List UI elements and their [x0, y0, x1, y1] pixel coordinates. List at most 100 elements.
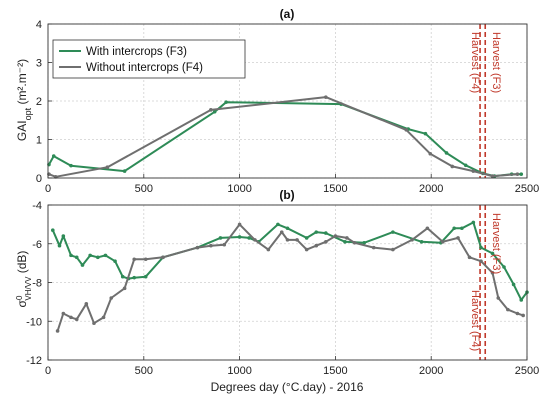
x-tick-label: 2500	[515, 183, 539, 195]
data-point-f4	[122, 286, 127, 291]
data-point-f4	[92, 321, 96, 325]
x-tick-label: 1000	[227, 365, 251, 377]
data-point-f3	[314, 230, 319, 234]
data-point-f3	[74, 255, 79, 260]
data-point-f4	[428, 151, 433, 156]
data-point-f3	[224, 100, 228, 104]
data-point-f4	[471, 169, 476, 173]
x-tick-label: 0	[45, 183, 51, 195]
panel-b-title: (b)	[279, 188, 294, 202]
data-point-f3	[132, 275, 137, 280]
data-point-f3	[471, 220, 476, 225]
plot-frame	[47, 204, 528, 361]
data-point-f3	[57, 243, 62, 248]
y-tick-label: 4	[36, 19, 42, 31]
x-tick-label: 2000	[419, 183, 443, 195]
data-point-f4	[84, 302, 89, 306]
data-point-f4	[266, 247, 271, 252]
data-point-f4	[410, 238, 414, 242]
data-point-f3	[419, 240, 424, 244]
data-point-f3	[103, 253, 108, 258]
data-point-f4	[467, 255, 472, 260]
y-tick-label: -12	[26, 355, 42, 367]
data-point-f4	[295, 238, 299, 242]
data-point-f4	[69, 315, 73, 320]
data-point-f3	[463, 163, 468, 168]
legend-label-f3: With intercrops (F3)	[86, 46, 187, 58]
harvest-label: Harvest (F4)	[469, 290, 481, 351]
x-tick-label: 500	[135, 365, 153, 377]
data-point-f3	[362, 240, 366, 245]
harvest-label: Harvest (F3)	[490, 32, 502, 93]
data-point-f4	[285, 238, 290, 242]
data-point-f4	[333, 234, 338, 238]
data-point-f4	[222, 242, 227, 247]
data-point-f3	[519, 172, 524, 176]
data-point-f4	[237, 222, 242, 227]
x-tick-label: 1000	[227, 183, 251, 195]
data-point-f4	[515, 311, 520, 316]
data-point-f4	[61, 311, 66, 316]
x-tick-label: 2500	[515, 365, 539, 377]
data-point-f3	[460, 226, 464, 231]
data-point-f3	[276, 222, 280, 227]
data-point-f3	[285, 226, 290, 231]
data-point-f4	[506, 307, 510, 312]
y-tick-label: 1	[36, 135, 42, 147]
data-point-f4	[109, 296, 114, 300]
data-point-f4	[371, 245, 376, 250]
data-point-f3	[511, 282, 516, 287]
data-point-f4	[161, 255, 165, 260]
data-point-f3	[519, 298, 524, 302]
legend-label-f4: Without intercrops (F4)	[86, 62, 203, 74]
data-point-f4	[490, 174, 495, 178]
data-point-f3	[143, 274, 148, 279]
data-point-f4	[496, 296, 501, 300]
data-point-f4	[101, 315, 106, 320]
panel-b-plot: 0 500 1000 1500 2000 2500 -12 -10 -8 -6 -4 Harvest …	[26, 200, 539, 377]
data-point-f3	[452, 226, 456, 231]
data-point-f4	[515, 172, 520, 176]
data-point-f4	[209, 108, 213, 112]
data-point-f4	[352, 240, 357, 245]
data-point-f3	[69, 163, 73, 168]
data-point-f3	[490, 251, 495, 256]
data-point-f3	[50, 228, 55, 232]
data-point-f4	[55, 329, 60, 333]
y-tick-label: -6	[32, 239, 42, 251]
data-point-f4	[253, 238, 257, 242]
data-point-f3	[61, 234, 66, 238]
panel-b-xlabel: Degrees day (°C.day) - 2016	[211, 380, 364, 394]
data-point-f4	[74, 317, 79, 322]
x-tick-label: 500	[135, 183, 153, 195]
data-point-f3	[304, 236, 309, 240]
data-point-f3	[212, 109, 217, 114]
data-point-f4	[143, 257, 148, 262]
y-tick-label: 0	[36, 173, 42, 185]
data-point-f3	[444, 151, 449, 155]
data-point-f4	[404, 128, 409, 132]
panel-a-title: (a)	[280, 7, 295, 21]
data-point-f4	[521, 313, 525, 318]
panel-b-ylabel: σ0VH/VV (dB)	[15, 251, 33, 308]
data-point-f4	[195, 245, 200, 250]
data-point-f4	[440, 240, 445, 244]
data-point-f4	[490, 271, 495, 275]
data-point-f4	[209, 243, 213, 248]
data-point-f3	[343, 240, 347, 244]
series-line-f4	[48, 96, 518, 178]
x-tick-label: 1500	[323, 183, 347, 195]
data-point-f4	[279, 230, 284, 234]
data-point-f4	[132, 257, 137, 262]
data-point-f3	[88, 253, 92, 258]
data-point-f4	[324, 240, 328, 244]
x-tick-label: 2000	[419, 365, 443, 377]
data-point-f3	[122, 169, 127, 173]
data-point-f3	[324, 231, 328, 235]
data-point-f3	[502, 265, 506, 269]
data-point-f3	[80, 263, 85, 267]
y-tick-label: -4	[32, 200, 42, 212]
x-tick-label: 0	[45, 365, 51, 377]
legend-box	[52, 39, 246, 79]
